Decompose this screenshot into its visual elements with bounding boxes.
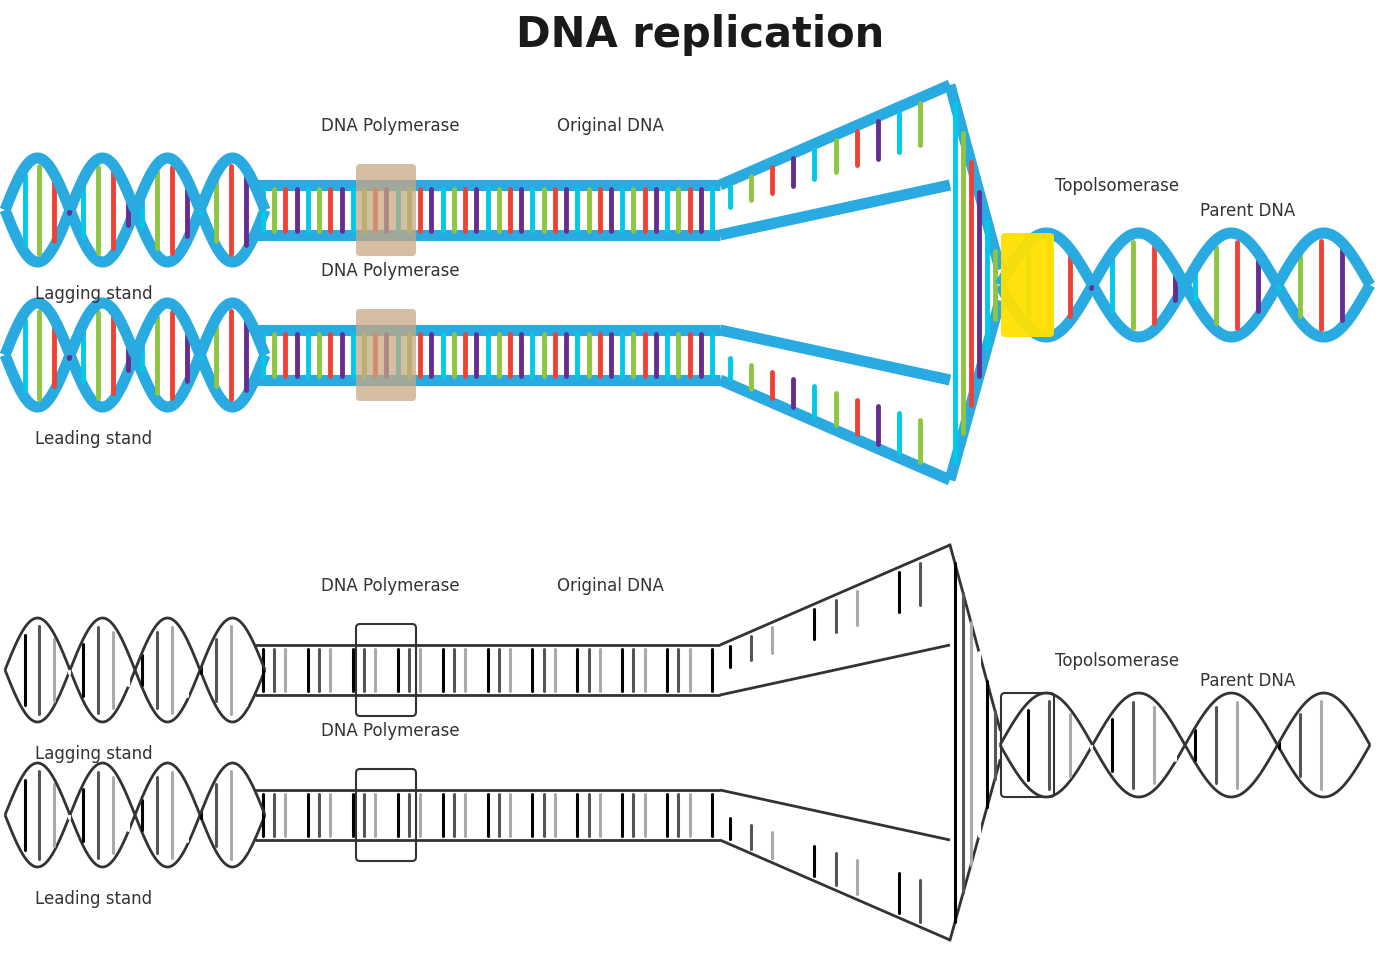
- Text: Original DNA: Original DNA: [557, 117, 664, 135]
- Text: Lagging stand: Lagging stand: [35, 285, 153, 303]
- Text: DNA Polymerase: DNA Polymerase: [321, 722, 459, 740]
- FancyBboxPatch shape: [356, 309, 416, 401]
- Text: Lagging stand: Lagging stand: [35, 745, 153, 763]
- Text: Original DNA: Original DNA: [557, 577, 664, 595]
- Text: Parent DNA: Parent DNA: [1200, 672, 1295, 690]
- Text: DNA Polymerase: DNA Polymerase: [321, 117, 459, 135]
- Text: DNA Polymerase: DNA Polymerase: [321, 262, 459, 280]
- Text: Parent DNA: Parent DNA: [1200, 202, 1295, 220]
- Text: Topolsomerase: Topolsomerase: [1056, 652, 1179, 670]
- Text: DNA replication: DNA replication: [515, 14, 885, 56]
- Text: Leading stand: Leading stand: [35, 890, 153, 908]
- FancyBboxPatch shape: [356, 164, 416, 256]
- Text: Leading stand: Leading stand: [35, 430, 153, 448]
- Text: DNA Polymerase: DNA Polymerase: [321, 577, 459, 595]
- FancyBboxPatch shape: [1001, 233, 1054, 337]
- Text: Topolsomerase: Topolsomerase: [1056, 177, 1179, 195]
